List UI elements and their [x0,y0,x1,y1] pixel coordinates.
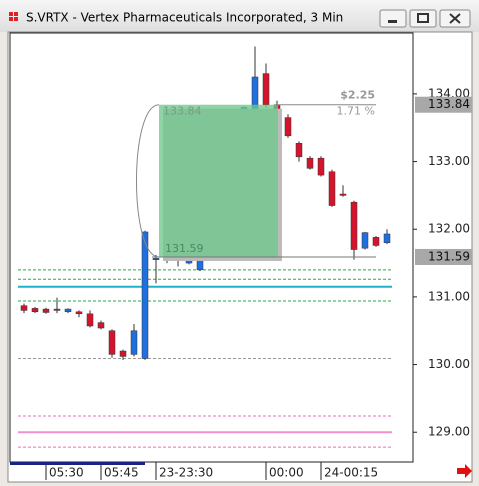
candle-body [262,73,270,105]
maximize-button[interactable] [409,9,437,28]
measure-percent: 1.71 % [337,105,375,118]
candle-body [383,233,391,244]
y-tick-label: 130.00 [428,357,470,371]
candle-body [119,350,127,357]
candle-body [31,308,39,313]
candle-body [141,231,149,359]
candle-body [361,232,369,249]
y-tick-label: 132.00 [428,222,470,236]
measure-end-label: 133.84 [163,105,202,118]
minimize-button[interactable] [379,9,407,28]
candle-body [53,308,61,311]
window-title: S.VRTX - Vertex Pharmaceuticals Incorpor… [26,11,343,25]
candle-body [20,305,28,311]
candle-body [130,330,138,355]
x-tick-label: 23-23:30 [159,466,213,480]
candle-body [350,201,358,250]
y-tick-label: 133.00 [428,154,470,168]
candle-body [152,258,160,260]
scroll-arrow[interactable] [457,464,472,478]
x-tick-label: 00:00 [269,466,304,480]
x-tick-label: 05:30 [49,466,84,480]
measure-box [159,104,278,257]
price-label-box [415,96,472,113]
candle-body [64,308,72,313]
candle-body [339,193,347,196]
candle-body [372,237,380,246]
measure-start-label: 131.59 [165,242,204,255]
price-label-box [415,248,472,265]
measure-change: $2.25 [340,89,375,102]
price-label: 131.59 [428,249,470,263]
x-tick-label: 05:45 [104,466,139,480]
close-button[interactable] [439,9,471,28]
candle-body [42,308,50,313]
time-scrollbar [10,462,145,465]
candle-body [75,311,83,315]
candle-body [108,330,116,355]
price-label: 133.84 [428,97,470,111]
x-tick-label: 24-00:15 [324,466,378,480]
candle-body [97,322,105,329]
measure-bracket [136,104,160,258]
candle-body [295,143,303,158]
candle-body [328,171,336,206]
y-tick-label: 131.00 [428,289,470,303]
y-tick-label: 129.00 [428,425,470,439]
app-icon [9,12,18,21]
candle-body [306,157,314,169]
candle-body [86,313,94,327]
candle-body [284,117,292,137]
candle-body [317,157,325,176]
